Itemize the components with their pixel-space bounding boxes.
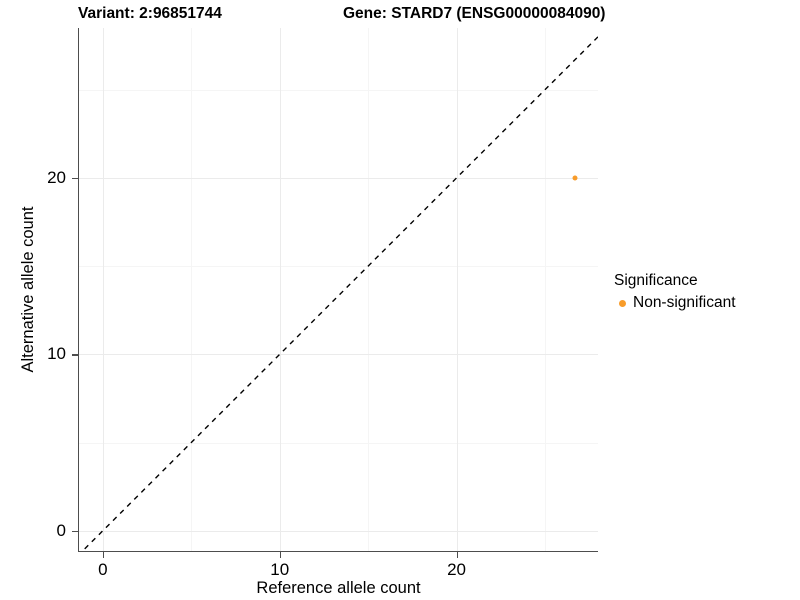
x-axis-tick [456, 552, 458, 558]
y-axis-tick-label: 0 [56, 520, 66, 540]
plot-panel [79, 28, 598, 551]
x-axis-line [78, 551, 598, 553]
legend-item-label: Non-significant [633, 294, 736, 311]
gridline-x-major [279, 28, 281, 551]
legend-items: Non-significant [614, 294, 794, 312]
variant-title: Variant: 2:96851744 [78, 5, 222, 22]
gridline-y-major [79, 354, 598, 356]
y-axis-title: Alternative allele count [19, 206, 37, 373]
gene-title: Gene: STARD7 (ENSG00000084090) [343, 5, 606, 22]
x-axis-tick-label: 20 [447, 560, 466, 579]
legend-item[interactable]: Non-significant [614, 294, 794, 312]
gridline-x-minor [191, 28, 193, 551]
y-axis-line [78, 28, 80, 551]
y-axis-tick-label: 10 [47, 344, 66, 364]
x-axis-tick-label: 10 [270, 560, 290, 579]
legend: Significance Non-significant [614, 272, 794, 312]
x-axis-title: Reference allele count [256, 579, 421, 597]
y-axis-tick [72, 530, 78, 532]
gridlines [79, 28, 598, 551]
y-axis-tick-label: 20 [47, 167, 66, 187]
filled-circle-icon [614, 295, 631, 312]
legend-swatch [619, 299, 626, 307]
data-point[interactable] [572, 175, 578, 181]
gridline-y-minor [79, 89, 598, 91]
gridline-x-minor [368, 28, 370, 551]
gridline-y-major [79, 177, 598, 179]
y-axis-tick [72, 354, 78, 356]
x-axis-tick [102, 552, 105, 558]
x-axis-tick [279, 552, 281, 558]
gridline-y-minor [79, 442, 598, 444]
gridline-y-major [79, 530, 598, 532]
gridline-y-minor [79, 266, 598, 268]
gridline-x-major [102, 28, 104, 551]
chart-title-row: Variant: 2:96851744 Gene: STARD7 (ENSG00… [0, 5, 720, 27]
gridline-x-minor [544, 28, 546, 551]
x-axis-tick-label: 0 [98, 560, 108, 579]
legend-title: Significance [614, 272, 698, 289]
y-axis-tick [72, 177, 78, 180]
gridline-x-major [456, 28, 458, 551]
